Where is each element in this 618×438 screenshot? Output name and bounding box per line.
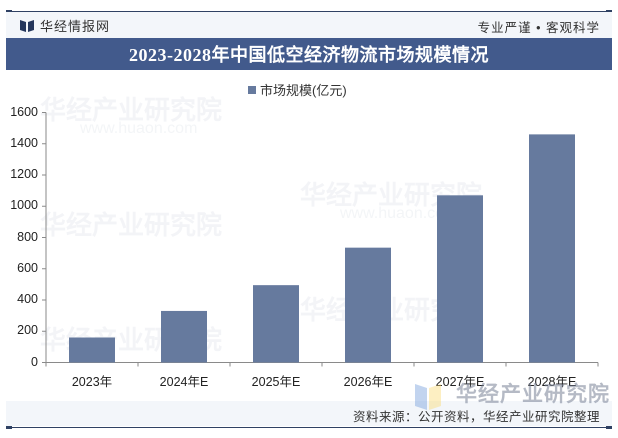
- x-tick-label: 2023年: [71, 374, 113, 389]
- y-tick-label: 0: [31, 354, 38, 369]
- legend-swatch: [248, 85, 256, 94]
- bar: [69, 337, 115, 363]
- bar: [161, 310, 207, 363]
- brand-name: 华经情报网: [40, 19, 111, 34]
- legend-label: 市场规模(亿元): [260, 83, 347, 98]
- slogan: 专业严谨 • 客观科学: [477, 21, 600, 35]
- bar: [437, 195, 483, 363]
- header-bar: 华经情报网 专业严谨 • 客观科学: [6, 12, 612, 38]
- x-tick-label: 2026年E: [343, 374, 393, 389]
- y-tick-label: 1600: [10, 104, 38, 119]
- watermark-logo-icon: [415, 384, 441, 410]
- y-tick-label: 800: [17, 229, 38, 244]
- bar-chart: [42, 112, 599, 367]
- x-tick-label: 2028年E: [527, 374, 577, 389]
- x-tick-label: 2027年E: [435, 374, 485, 389]
- top-frame-line: [6, 10, 612, 13]
- bar: [345, 247, 391, 363]
- watermark-brand: 华经产业研究院: [456, 383, 610, 406]
- footer-bar: 资料来源：公开资料，华经产业研究院整理: [6, 401, 612, 426]
- x-tick-label: 2024年E: [159, 374, 209, 389]
- brand: 华经情报网: [20, 16, 110, 35]
- y-tick-label: 200: [17, 323, 38, 338]
- chart-title: 2023-2028年中国低空经济物流市场规模情况: [6, 38, 612, 70]
- brand-logo-icon: [20, 19, 34, 32]
- y-tick-label: 400: [17, 292, 38, 306]
- legend: 市场规模(亿元): [248, 80, 347, 99]
- y-tick-label: 1000: [10, 198, 38, 213]
- y-tick-label: 1400: [10, 135, 38, 150]
- bottom-frame-line: [6, 426, 612, 429]
- y-tick-label: 1200: [10, 167, 38, 181]
- bar: [253, 285, 299, 363]
- y-tick-label: 600: [17, 260, 38, 275]
- x-tick-label: 2025年E: [251, 374, 301, 389]
- source-note: 资料来源：公开资料，华经产业研究院整理: [352, 410, 600, 424]
- bar: [529, 134, 575, 363]
